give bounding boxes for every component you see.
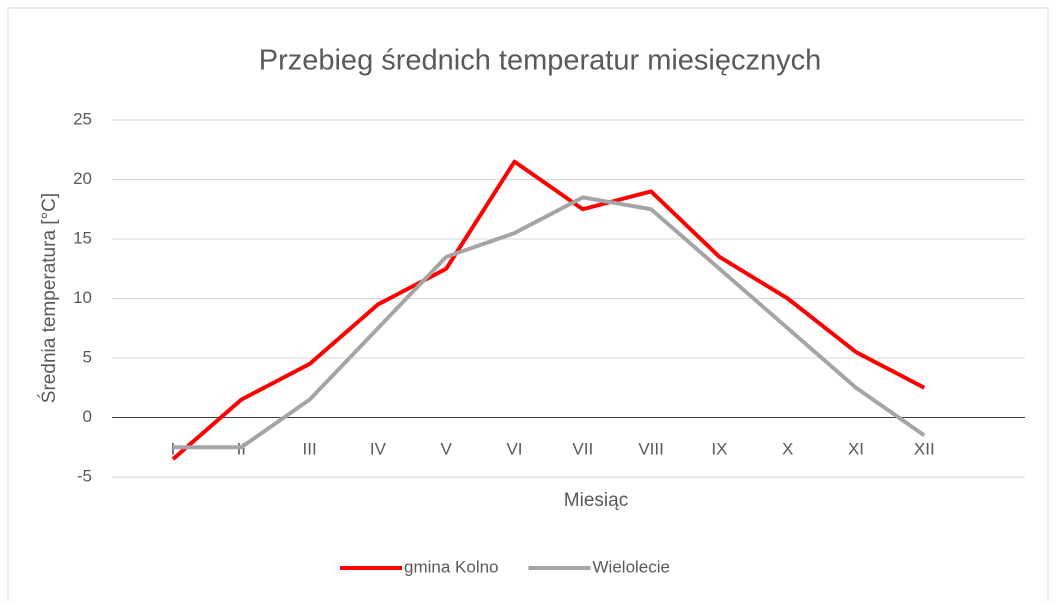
x-tick-label: VIII [638,439,664,458]
x-tick-label: IX [711,439,727,458]
x-tick-label: III [303,439,317,458]
series-line [173,195,926,450]
y-tick-label: 10 [73,288,92,307]
y-axis-title: Średnia temperatura [°C] [38,193,60,403]
legend-label: gmina Kolno [404,557,499,576]
y-tick-label: -5 [77,466,92,485]
x-tick-label: X [782,439,793,458]
x-tick-label: IV [370,439,387,458]
x-axis-title: Miesiąc [564,490,628,511]
y-tick-label: 0 [83,407,92,426]
y-tick-label: 25 [73,109,92,128]
series-line [171,159,926,461]
y-tick-label: 15 [73,228,92,247]
legend-label: Wielolecie [593,557,670,576]
x-tick-label: VII [572,439,593,458]
y-tick-label: 5 [83,347,92,366]
chart-border [7,7,1049,601]
chart-title: Przebieg średnich temperatur miesięcznyc… [259,45,822,77]
x-tick-label: XII [914,439,935,458]
x-tick-label: V [441,439,453,458]
x-tick-label: XI [848,439,864,458]
x-tick-label: VI [506,439,522,458]
y-tick-label: 20 [73,169,92,188]
